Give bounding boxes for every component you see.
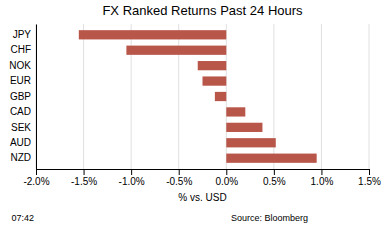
y-tick-label: CHF <box>10 44 31 55</box>
annotation: 07:42 <box>12 213 35 223</box>
bar <box>198 61 227 70</box>
annotations: 07:42 Source: Bloomberg <box>12 213 308 223</box>
x-tick-mark <box>274 169 275 175</box>
x-tick-mark <box>369 169 370 175</box>
y-tick: CHF <box>10 44 31 55</box>
x-tick: 1.5% <box>358 169 381 187</box>
y-tick: CAD <box>10 106 31 117</box>
grid-line <box>369 24 370 169</box>
x-tick: -0.5% <box>166 169 192 187</box>
y-tick: AUD <box>10 137 31 148</box>
y-axis: JPY CHF NOK EUR GBP CAD SEK AUD NZD <box>9 25 36 170</box>
y-tick: NOK <box>9 60 31 71</box>
y-tick-label: GBP <box>10 91 31 102</box>
grid <box>36 24 369 169</box>
y-axis-line <box>36 25 37 170</box>
plot: -2.0% -1.5% -1.0% -0.5% 0.0% 0.5% 1.0% 1.5% JPY C… <box>9 24 381 187</box>
annotation: Source: Bloomberg <box>231 213 308 223</box>
y-tick: SEK <box>11 122 31 133</box>
bars <box>79 30 317 163</box>
x-tick-mark <box>226 169 227 175</box>
bar <box>226 138 275 147</box>
x-tick-mark <box>36 169 37 175</box>
x-tick-label: 0.5% <box>263 176 286 187</box>
grid-line <box>36 24 37 169</box>
y-tick-label: NZD <box>10 152 31 163</box>
x-tick-mark <box>84 169 85 175</box>
y-tick-label: CAD <box>10 106 31 117</box>
y-tick-label: EUR <box>10 75 31 86</box>
title: FX Ranked Returns Past 24 Hours <box>102 3 303 18</box>
chart: -2.0% -1.5% -1.0% -0.5% 0.0% 0.5% 1.0% 1.5% JPY C… <box>0 0 385 225</box>
y-tick-label: JPY <box>13 29 32 40</box>
y-tick: NZD <box>10 152 31 163</box>
x-tick: 0.5% <box>263 169 286 187</box>
x-axis-line <box>37 170 370 176</box>
x-tick: 1.0% <box>311 169 334 187</box>
x-axis-title: % vs. USD <box>178 192 226 203</box>
y-tick: EUR <box>10 75 31 86</box>
x-tick-label: -0.5% <box>166 176 192 187</box>
grid-line <box>83 24 84 169</box>
bar <box>215 92 226 101</box>
x-tick-mark <box>321 169 322 175</box>
x-tick-label: 1.5% <box>358 176 381 187</box>
x-tick: -1.5% <box>71 169 97 187</box>
y-tick-label: SEK <box>11 122 31 133</box>
grid-line <box>321 24 322 169</box>
x-tick-mark <box>131 169 132 175</box>
bar <box>203 76 227 85</box>
x-tick-label: 1.0% <box>311 176 334 187</box>
y-tick: GBP <box>10 91 31 102</box>
x-tick-label: 0.0% <box>215 176 238 187</box>
x-tick-label: -1.0% <box>119 176 145 187</box>
x-tick-label: -2.0% <box>23 176 49 187</box>
x-tick: 0.0% <box>215 169 238 187</box>
bar <box>79 30 226 39</box>
bar <box>226 107 245 116</box>
y-tick: JPY <box>13 29 32 40</box>
bar <box>226 123 262 132</box>
y-tick-label: AUD <box>10 137 31 148</box>
bar <box>126 46 226 55</box>
x-tick-label: -1.5% <box>71 176 97 187</box>
x-tick: -1.0% <box>119 169 145 187</box>
x-tick: -2.0% <box>23 169 49 187</box>
y-tick-label: NOK <box>9 60 31 71</box>
x-tick-mark <box>179 169 180 175</box>
x-axis: -2.0% -1.5% -1.0% -0.5% 0.0% 0.5% 1.0% 1.5% <box>23 169 381 187</box>
bar <box>226 154 316 163</box>
